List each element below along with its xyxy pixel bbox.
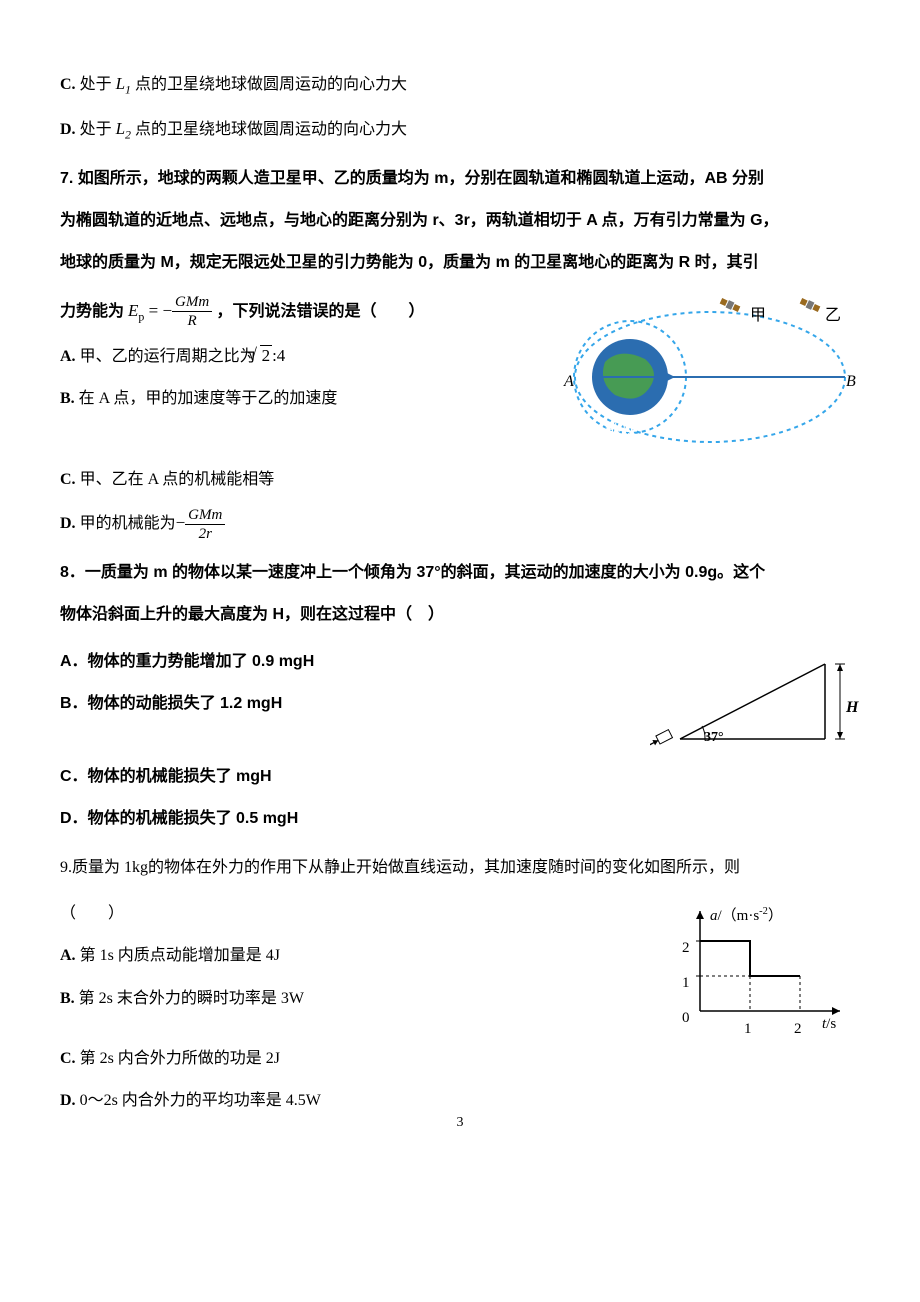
option-label: B.: [60, 390, 75, 407]
figure-7-orbit: A B 甲 乙 地球: [550, 287, 860, 457]
q-number: 8．: [60, 564, 85, 581]
q9-stem-line: （ ）: [60, 895, 630, 933]
option-text: 点的卫星绕地球做圆周运动的向心力大: [131, 76, 407, 93]
formula-Ep: Ep = −GMmR: [128, 301, 216, 320]
page-number: 3: [457, 1106, 464, 1140]
label-H: H: [846, 689, 858, 727]
option-text: 处于: [80, 121, 116, 138]
q8-option-a: A．物体的重力势能增加了 0.9 mgH: [60, 643, 620, 681]
q8-stem-line: 物体沿斜面上升的最大高度为 H，则在这过程中（ ）: [60, 596, 860, 634]
question-9: 9.质量为 1kg的物体在外力的作用下从静止开始做直线运动，其加速度随时间的变化…: [60, 849, 860, 1121]
q8-option-b: B．物体的动能损失了 1.2 mgH: [60, 685, 620, 723]
q9-stem-line: 9.质量为 1kg的物体在外力的作用下从静止开始做直线运动，其加速度随时间的变化…: [60, 849, 860, 887]
q-number: 7.: [60, 170, 73, 187]
q7-stem-line: 地球的质量为 M，规定无限远处卫星的引力势能为 0，质量为 m 的卫星离地心的距…: [60, 244, 860, 282]
xtick-2: 2: [794, 1011, 802, 1047]
label-yi: 乙: [825, 297, 841, 335]
axis-x-label: t/s: [822, 1006, 836, 1042]
option-label: C．: [60, 768, 88, 785]
label-B: B: [846, 363, 856, 401]
option-text: 处于: [80, 76, 116, 93]
figure-9-graph: a/（m·s-2） t/s 2 1 0 1 2: [660, 896, 860, 1036]
option-label: B．: [60, 695, 88, 712]
option-label: B.: [60, 990, 75, 1007]
option-label: C.: [60, 1050, 76, 1067]
option-label: C.: [60, 471, 76, 488]
ytick-1: 1: [682, 965, 690, 1001]
option-label: A．: [60, 653, 88, 670]
q6-option-c: C. 处于 L1 点的卫星绕地球做圆周运动的向心力大: [60, 64, 860, 105]
q7-stem-line: 力势能为 Ep = −GMmR ，下列说法错误的是（ ）: [60, 291, 540, 332]
q8-option-c: C．物体的机械能损失了 mgH: [60, 758, 860, 796]
label-jia: 甲: [750, 297, 766, 335]
q8-stem-line: 8．一质量为 m 的物体以某一速度冲上一个倾角为 37°的斜面，其运动的加速度的…: [60, 554, 860, 592]
option-label: C.: [60, 76, 76, 93]
option-label: A.: [60, 348, 76, 365]
ytick-0: 0: [682, 1000, 690, 1036]
option-label: A.: [60, 947, 76, 964]
question-8: 8．一质量为 m 的物体以某一速度冲上一个倾角为 37°的斜面，其运动的加速度的…: [60, 554, 860, 839]
option-label: D.: [60, 1092, 76, 1109]
q9-option-a: A. 第 1s 内质点动能增加量是 4J: [60, 937, 630, 975]
question-7: 7. 如图所示，地球的两颗人造卫星甲、乙的质量均为 m，分别在圆轨道和椭圆轨道上…: [60, 160, 860, 544]
label-earth: 地球: [605, 413, 637, 451]
q7-stem-line: 为椭圆轨道的近地点、远地点，与地心的距离分别为 r、3r，两轨道相切于 A 点，…: [60, 202, 860, 240]
option-label: D.: [60, 121, 76, 138]
q8-option-d: D．物体的机械能损失了 0.5 mgH: [60, 800, 860, 838]
axis-y-label: a/（m·s-2）: [710, 898, 783, 934]
label-A: A: [564, 363, 574, 401]
q7-option-a: A. 甲、乙的运行周期之比为2:4: [60, 336, 540, 377]
q9-option-c: C. 第 2s 内合外力所做的功是 2J: [60, 1040, 860, 1078]
label-angle: 37°: [704, 721, 724, 755]
var-L1: L1: [116, 74, 131, 93]
option-label: D.: [60, 515, 76, 532]
figure-8-incline: 37° H: [650, 644, 860, 754]
q7-option-d: D. 甲的机械能为−GMm2r: [60, 503, 860, 544]
var-L2: L2: [116, 119, 131, 138]
option-label: D．: [60, 810, 88, 827]
q6-option-d: D. 处于 L2 点的卫星绕地球做圆周运动的向心力大: [60, 109, 860, 150]
q9-option-b: B. 第 2s 末合外力的瞬时功率是 3W: [60, 980, 630, 1018]
ytick-2: 2: [682, 930, 690, 966]
xtick-1: 1: [744, 1011, 752, 1047]
option-text: 点的卫星绕地球做圆周运动的向心力大: [131, 121, 407, 138]
q-number: 9.: [60, 859, 72, 876]
q7-option-b: B. 在 A 点，甲的加速度等于乙的加速度: [60, 380, 540, 418]
q7-stem-line: 7. 如图所示，地球的两颗人造卫星甲、乙的质量均为 m，分别在圆轨道和椭圆轨道上…: [60, 160, 860, 198]
q7-option-c: C. 甲、乙在 A 点的机械能相等: [60, 461, 860, 499]
